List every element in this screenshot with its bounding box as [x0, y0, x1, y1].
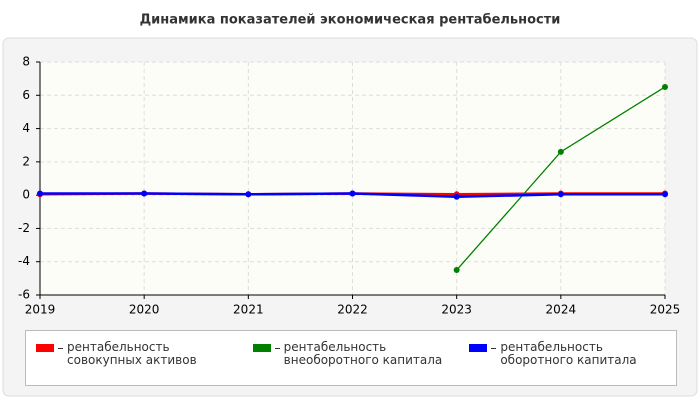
x-tick-label: 2021 — [233, 303, 264, 317]
x-tick-label: 2020 — [129, 303, 160, 317]
point — [453, 267, 460, 274]
point — [662, 83, 668, 90]
legend-swatch — [36, 344, 54, 352]
y-tick-label: 4 — [22, 121, 30, 135]
legend-item: рентабельность оборотного капитала — [459, 331, 676, 385]
x-tick-label: 2024 — [546, 303, 577, 317]
point — [557, 191, 564, 198]
point — [557, 148, 564, 155]
legend-label: рентабельность оборотного капитала — [500, 340, 637, 367]
y-tick-label: 8 — [22, 55, 30, 69]
point — [141, 190, 148, 197]
point — [37, 190, 43, 197]
x-tick-label: 2025 — [650, 303, 681, 317]
y-tick-label: 0 — [22, 188, 30, 202]
y-tick-label: 6 — [22, 88, 30, 102]
legend-label: рентабельность внеоборотного капитала — [283, 340, 443, 367]
legend-swatch — [252, 344, 271, 352]
legend-item: рентабельность внеоборотного капитала — [243, 331, 460, 385]
point — [245, 191, 252, 198]
x-tick-label: 2022 — [337, 303, 368, 317]
x-tick-label: 2019 — [25, 303, 56, 317]
legend-swatch — [469, 344, 488, 352]
y-tick-label: -6 — [18, 288, 30, 302]
legend: рентабельность совокупных активов рентабе… — [25, 330, 677, 386]
point — [662, 191, 668, 198]
y-tick-label: -4 — [18, 254, 30, 268]
point — [453, 193, 460, 200]
legend-dash — [274, 348, 280, 349]
legend-item: рентабельность совокупных активов — [26, 331, 243, 385]
legend-dash — [58, 348, 63, 349]
chart-title: Динамика показателей экономическая рента… — [140, 13, 561, 28]
point — [349, 190, 356, 197]
x-tick-label: 2023 — [441, 303, 472, 317]
y-tick-label: -2 — [18, 221, 30, 235]
y-tick-label: 2 — [22, 154, 30, 168]
legend-label: рентабельность совокупных активов — [67, 340, 197, 367]
legend-dash — [491, 348, 497, 349]
